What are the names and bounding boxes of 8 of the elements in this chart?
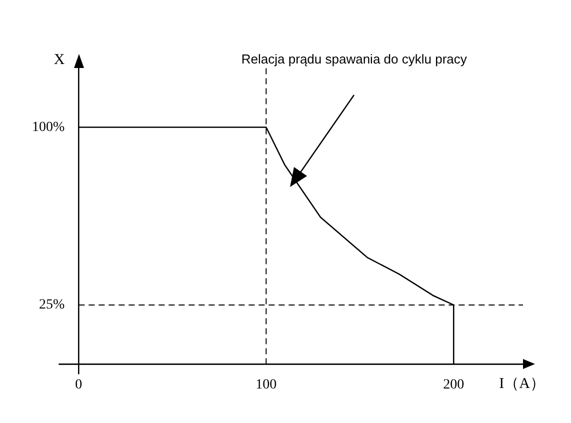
y-tick-label: 100% [32, 120, 65, 135]
y-axis-title: X [54, 52, 65, 68]
x-tick-label: 200 [443, 377, 464, 392]
x-tick-label: 0 [75, 377, 82, 392]
text: Relacja prądu spawania do cyklu pracy [241, 52, 468, 67]
x-tick-label: 100 [256, 377, 277, 392]
y-tick-label: 25% [38, 298, 65, 313]
x-axis-title: I（A） [499, 376, 545, 392]
